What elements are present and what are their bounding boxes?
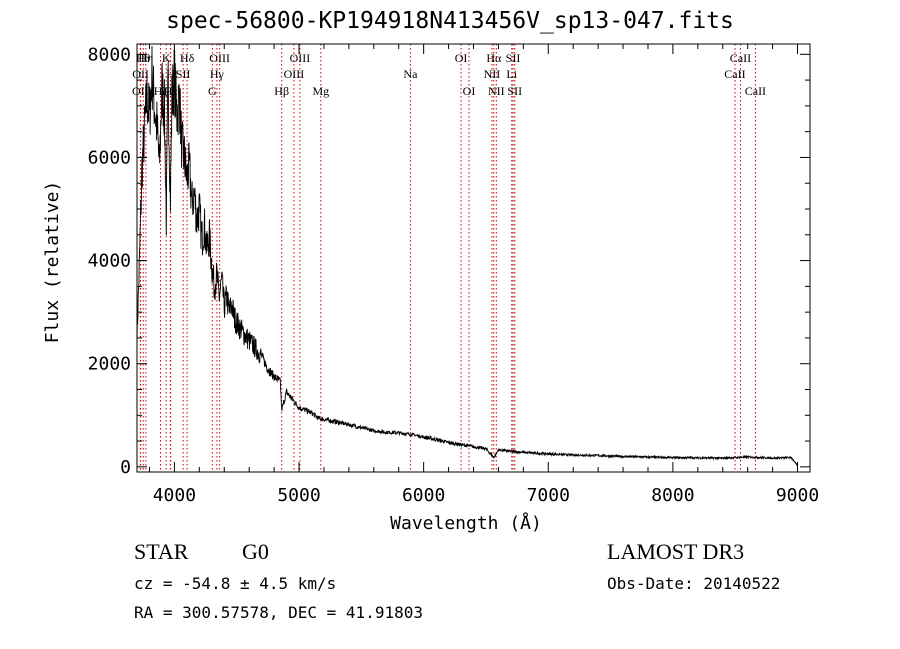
line-label: SII <box>507 84 522 98</box>
plot-frame <box>136 43 811 473</box>
line-markers <box>139 44 756 472</box>
line-label: OII <box>132 67 149 81</box>
line-label: SII <box>176 67 191 81</box>
y-axis-label: Flux (relative) <box>42 181 63 344</box>
y-tick-label: 4000 <box>88 251 131 272</box>
x-tick-label: 9000 <box>776 485 819 506</box>
spectrum-layer <box>136 46 798 467</box>
line-label: OI <box>455 51 468 65</box>
x-tick-label: 8000 <box>651 485 694 506</box>
x-axis-label: Wavelength (Å) <box>390 512 542 534</box>
y-tick-label: 6000 <box>88 147 131 168</box>
line-label: Hθ <box>136 51 151 65</box>
line-label: Hα <box>486 51 502 65</box>
observation-date: Obs-Date: 20140522 <box>607 574 781 593</box>
line-label: Na <box>403 67 418 81</box>
line-label: Mg <box>312 84 329 98</box>
chart-title: spec-56800-KP194918N413456V_sp13-047.fit… <box>166 8 734 34</box>
y-tick-label: 8000 <box>88 44 131 65</box>
line-label: Hδ <box>180 51 195 65</box>
x-tick-label: 4000 <box>153 485 196 506</box>
coordinates: RA = 300.57578, DEC = 41.91803 <box>134 603 423 622</box>
line-label: Hζ <box>154 84 168 98</box>
object-subclass: G0 <box>242 539 269 564</box>
radial-velocity: cz = -54.8 ± 4.5 km/s <box>134 574 337 593</box>
x-tick-label: 6000 <box>402 485 445 506</box>
x-tick-label: 7000 <box>527 485 570 506</box>
line-label: CaII <box>745 84 766 98</box>
line-label: OI <box>463 84 476 98</box>
survey-name: LAMOST DR3 <box>607 539 745 564</box>
object-class: STAR <box>134 539 189 564</box>
line-label: Hγ <box>210 67 225 81</box>
y-tick-label: 2000 <box>88 354 131 375</box>
line-label: NII <box>488 84 505 98</box>
line-label: Hβ <box>274 84 289 98</box>
axes-layer: 4000 5000 6000 7000 8000 9000 0 2000 4000 6000 800… <box>88 43 819 506</box>
line-label: Hη <box>138 51 153 65</box>
line-label: NII <box>484 67 501 81</box>
line-label: OIII <box>284 67 305 81</box>
line-label: CaII <box>724 67 745 81</box>
line-label: G <box>208 84 217 98</box>
y-tick-label: 0 <box>120 457 131 478</box>
line-label: Li <box>506 67 517 81</box>
spectrum-line <box>136 46 798 467</box>
line-label: CaII <box>730 51 751 65</box>
line-label: OIII <box>290 51 311 65</box>
line-label: OII <box>132 84 149 98</box>
line-label: Hε <box>164 84 178 98</box>
line-label: K <box>162 51 171 65</box>
line-label: SII <box>506 51 521 65</box>
line-label: OIII <box>209 51 230 65</box>
line-label: H <box>166 67 175 81</box>
x-tick-label: 5000 <box>277 485 320 506</box>
